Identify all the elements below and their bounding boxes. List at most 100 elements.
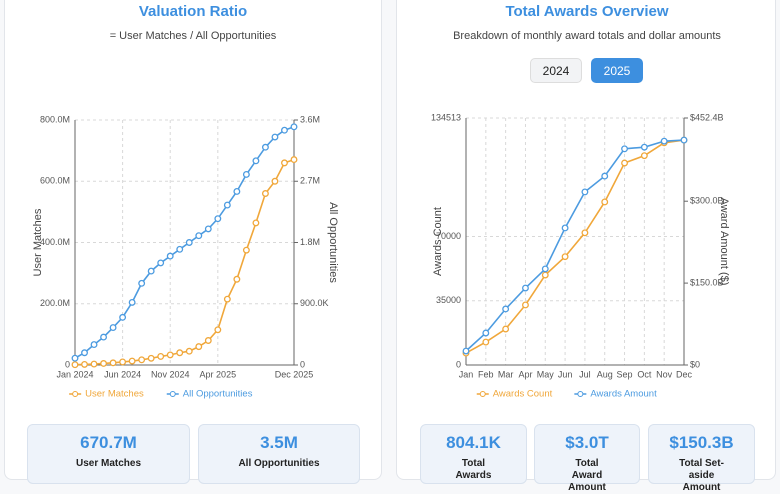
year-button[interactable]: 2024 xyxy=(530,58,582,83)
data-point xyxy=(109,359,117,367)
series-line xyxy=(465,139,685,354)
stat-value: 3.5M xyxy=(260,433,298,452)
legend-swatch xyxy=(479,391,486,397)
data-point xyxy=(290,123,298,131)
stat-value: 670.7M xyxy=(80,433,137,452)
x-tick-label: Nov xyxy=(656,369,673,379)
data-point xyxy=(81,360,88,368)
data-point xyxy=(176,349,184,357)
data-point xyxy=(281,126,288,134)
x-tick-label: Jun xyxy=(558,369,573,379)
stat-value: $150.3B xyxy=(669,433,734,452)
y2-axis-label: All Opportunities xyxy=(327,202,339,283)
data-point xyxy=(621,145,628,153)
legend-swatch xyxy=(72,391,79,397)
data-point xyxy=(157,259,165,267)
y2-tick-label: $300.0B xyxy=(690,196,724,206)
data-point xyxy=(680,136,688,144)
stat-label: Total Award Amount xyxy=(568,458,606,493)
data-point xyxy=(462,347,470,355)
series-line xyxy=(465,139,685,352)
data-point xyxy=(147,354,155,362)
y2-tick-label: 2.7M xyxy=(300,176,320,186)
data-point xyxy=(581,188,589,196)
data-point xyxy=(119,358,127,366)
y2-tick-label: 1.8M xyxy=(300,237,320,247)
legend-label: Awards Amount xyxy=(590,389,657,400)
year-button[interactable]: 2025 xyxy=(591,58,643,83)
data-point xyxy=(81,349,88,357)
data-point xyxy=(223,201,231,209)
data-point xyxy=(204,337,212,344)
data-point xyxy=(71,361,79,369)
stat-card: 3.5M All Opportunities xyxy=(198,424,360,484)
data-point xyxy=(138,279,146,287)
legend-label: All Opportunities xyxy=(183,389,253,400)
chart-title: Total Awards Overview xyxy=(505,3,669,20)
x-tick-label: Feb xyxy=(478,369,494,379)
data-point xyxy=(204,225,212,233)
x-tick-label: Mar xyxy=(498,369,514,379)
data-point xyxy=(482,338,490,346)
data-point xyxy=(601,198,609,206)
data-point xyxy=(640,152,648,160)
y2-tick-label: 3.6M xyxy=(300,114,320,124)
data-point xyxy=(100,360,108,367)
legend-label: User Matches xyxy=(85,389,144,400)
y2-axis-label: Award Amount ($) xyxy=(718,198,730,286)
panel xyxy=(396,0,776,480)
data-point xyxy=(252,219,260,227)
data-point xyxy=(252,157,260,165)
data-point xyxy=(119,313,127,321)
y2-tick-label: $150.0B xyxy=(690,277,724,287)
legend-swatch xyxy=(577,391,584,397)
data-point xyxy=(502,325,510,333)
data-point xyxy=(214,215,222,223)
data-point xyxy=(157,352,165,360)
y-tick-label: 35000 xyxy=(436,295,461,305)
data-point xyxy=(281,159,288,167)
x-tick-label: Sep xyxy=(617,369,633,379)
data-point xyxy=(621,159,628,167)
y-tick-label: 0 xyxy=(65,359,70,369)
stat-label: All Opportunities xyxy=(238,458,320,469)
y-axis-label: User Matches xyxy=(32,208,44,276)
data-point xyxy=(109,324,117,332)
y-axis-label: Awards Count xyxy=(432,207,444,276)
data-point xyxy=(90,341,98,349)
y-tick-label: 200.0M xyxy=(40,298,70,308)
data-point xyxy=(601,172,609,180)
x-tick-label: Jan 2024 xyxy=(56,369,93,379)
stat-label: Total Awards xyxy=(455,458,492,481)
chart-title: Valuation Ratio xyxy=(138,3,248,20)
data-point xyxy=(185,239,193,246)
data-point xyxy=(128,357,136,365)
data-point xyxy=(166,252,174,260)
data-point xyxy=(271,177,279,185)
data-point xyxy=(100,333,108,341)
y-tick-label: 70000 xyxy=(436,231,461,241)
x-tick-label: Dec xyxy=(676,369,693,379)
x-tick-label: Apr 2025 xyxy=(200,369,237,379)
x-tick-label: Jun 2024 xyxy=(104,369,141,379)
stat-label: User Matches xyxy=(75,458,142,469)
data-point xyxy=(482,329,490,337)
x-tick-label: Jul xyxy=(579,369,591,379)
data-point xyxy=(541,271,549,279)
y2-tick-label: 0 xyxy=(300,359,305,369)
data-point xyxy=(233,275,241,283)
data-point xyxy=(223,295,231,303)
data-point xyxy=(271,133,279,141)
legend-swatch xyxy=(169,391,176,397)
data-point xyxy=(522,301,529,309)
y2-tick-label: $0 xyxy=(690,359,700,369)
data-point xyxy=(660,137,668,145)
data-point xyxy=(128,298,136,306)
x-tick-label: Dec 2025 xyxy=(275,369,314,379)
data-point xyxy=(522,284,529,292)
data-point xyxy=(261,143,269,151)
y-tick-label: 134513 xyxy=(431,112,461,122)
data-point xyxy=(502,305,510,313)
data-point xyxy=(561,224,569,232)
page: Valuation Ratio = User Matches / All Opp… xyxy=(4,0,776,493)
